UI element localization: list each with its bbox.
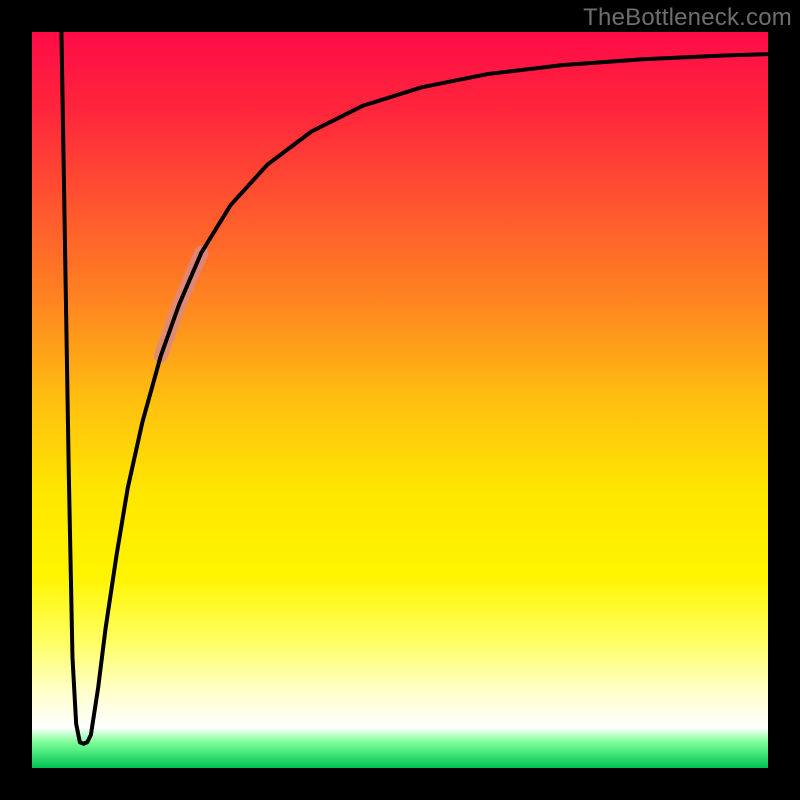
chart-background bbox=[32, 32, 768, 768]
bottleneck-chart-svg bbox=[0, 0, 800, 800]
chart-root: TheBottleneck.com bbox=[0, 0, 800, 800]
